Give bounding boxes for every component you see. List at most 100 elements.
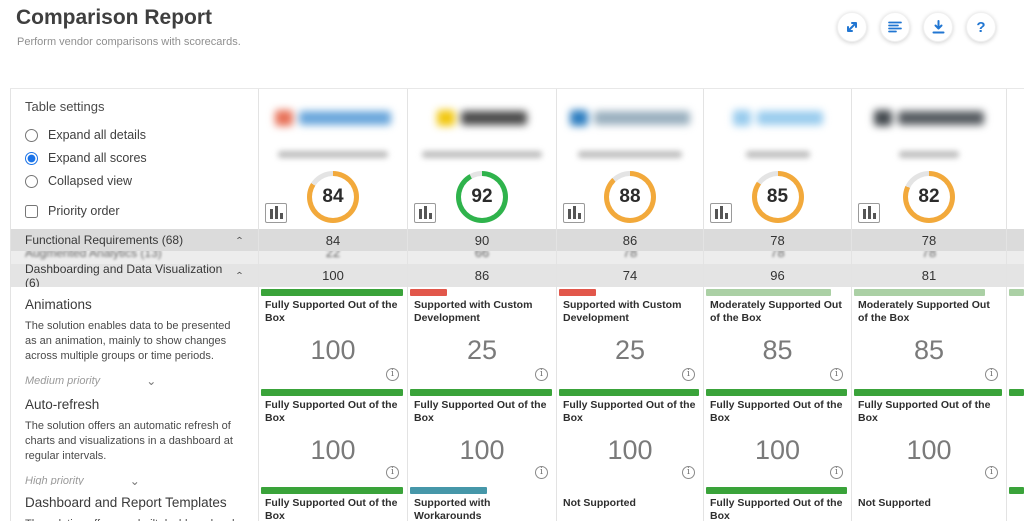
collapse-chevron-icon[interactable]: ⌃ — [234, 271, 244, 281]
info-icon[interactable]: i — [682, 368, 695, 381]
score-cell[interactable]: Supported with Custom Development 25 i — [407, 287, 556, 387]
checkbox-label: Priority order — [48, 204, 120, 218]
expand-button[interactable] — [837, 12, 867, 42]
help-button[interactable]: ? — [966, 12, 996, 42]
support-label: Fully Supported Out of the Box — [710, 497, 843, 521]
score-cell[interactable]: Not Supported — [851, 485, 1006, 521]
support-label: Not Supported — [858, 497, 931, 509]
partial-column — [1006, 89, 1024, 229]
support-bar — [261, 389, 404, 396]
info-icon[interactable]: i — [830, 368, 843, 381]
support-bar — [706, 389, 848, 396]
score-gauge: 84 — [307, 171, 359, 223]
support-bar — [706, 487, 848, 494]
section-score: 86 — [556, 229, 703, 251]
score-value: 100 — [906, 435, 952, 466]
score-value: 100 — [754, 435, 801, 466]
support-bar — [854, 389, 1002, 396]
score-gauge: 92 — [456, 171, 508, 223]
score-cell[interactable]: Fully Supported Out of the Box 100 i — [703, 387, 851, 485]
criterion-title: Animations — [25, 297, 92, 312]
score-cell[interactable]: Moderately Supported Out of the Box 85 i — [703, 287, 851, 387]
priority-dropdown[interactable]: Medium priority ⌄ — [25, 374, 244, 387]
score-value: 25 — [466, 335, 498, 366]
chevron-down-icon: ⌄ — [146, 373, 157, 387]
info-icon[interactable]: i — [985, 368, 998, 381]
info-icon[interactable]: i — [386, 466, 399, 479]
vendor-header-5: 82 — [851, 89, 1006, 229]
overall-score: 82 — [908, 176, 950, 218]
support-label: Moderately Supported Out of the Box — [710, 299, 842, 325]
score-value: 100 — [310, 335, 356, 366]
support-label: Not Supported — [563, 497, 636, 509]
score-cell[interactable]: Fully Supported Out of the Box 100 i — [258, 387, 407, 485]
score-cell[interactable]: Fully Supported Out of the Box — [703, 485, 851, 521]
section-score: 74 — [556, 264, 703, 287]
support-label: Fully Supported Out of the Box — [710, 399, 843, 425]
priority-dropdown[interactable]: High priority ⌄ — [25, 474, 244, 485]
radio-expand-all-scores[interactable]: Expand all scores — [25, 151, 258, 165]
score-cell[interactable]: Fully Supported Out of the Box 100 i — [556, 387, 703, 485]
download-button[interactable] — [923, 12, 953, 42]
score-cell[interactable]: Not Supported — [556, 485, 703, 521]
section-row-clipped[interactable]: Augmented Analytics (13) — [10, 251, 258, 264]
list-lines-icon — [888, 21, 902, 33]
radio-collapsed-view[interactable]: Collapsed view — [25, 174, 258, 188]
info-icon[interactable]: i — [830, 466, 843, 479]
score-cell[interactable]: Fully Supported Out of the Box — [258, 485, 407, 521]
checkbox-input-priority-order[interactable] — [25, 204, 38, 218]
info-icon[interactable]: i — [535, 466, 548, 479]
partial-column — [1006, 387, 1024, 485]
info-icon[interactable]: i — [682, 466, 695, 479]
section-score: 96 — [703, 264, 851, 287]
score-cell[interactable]: Fully Supported Out of the Box 100 i — [407, 387, 556, 485]
radio-expand-all-details[interactable]: Expand all details — [25, 128, 258, 142]
section-score: 66 — [407, 251, 556, 264]
partial-column — [1006, 229, 1024, 251]
info-icon[interactable]: i — [985, 466, 998, 479]
vendor-header-1: 84 — [258, 89, 407, 229]
support-bar — [559, 389, 700, 396]
support-bar — [559, 289, 596, 296]
section-score: 81 — [851, 264, 1006, 287]
support-bar — [706, 289, 831, 296]
bar-chart-icon[interactable] — [265, 203, 287, 223]
support-label: Supported with Custom Development — [414, 299, 533, 325]
vendor-header-2: 92 — [407, 89, 556, 229]
info-icon[interactable]: i — [386, 368, 399, 381]
partial-column — [1006, 485, 1024, 521]
section-score: 84 — [258, 229, 407, 251]
bar-chart-icon[interactable] — [414, 203, 436, 223]
section-label: Dashboarding and Data Visualization (6) — [25, 264, 223, 287]
vendor-header-3: 88 — [556, 89, 703, 229]
score-cell[interactable]: Fully Supported Out of the Box 100 i — [258, 287, 407, 387]
score-value: 85 — [762, 335, 793, 366]
bar-chart-icon[interactable] — [563, 203, 585, 223]
radio-input-expand-details[interactable] — [25, 128, 38, 142]
score-cell[interactable]: Supported with Workarounds — [407, 485, 556, 521]
score-value: 100 — [607, 435, 653, 466]
overall-score: 92 — [461, 176, 503, 218]
section-row-dashboarding[interactable]: Dashboarding and Data Visualization (6) … — [10, 264, 258, 287]
radio-input-expand-scores[interactable] — [25, 151, 38, 165]
bar-chart-icon[interactable] — [710, 203, 732, 223]
score-cell[interactable]: Fully Supported Out of the Box 100 i — [851, 387, 1006, 485]
collapse-chevron-icon[interactable]: ⌃ — [234, 235, 244, 246]
score-value: 25 — [614, 335, 646, 366]
radio-input-collapsed-view[interactable] — [25, 174, 38, 188]
vendor-caption-blurred — [578, 151, 682, 158]
priority-order-checkbox[interactable]: Priority order — [25, 204, 258, 218]
bar-chart-icon[interactable] — [858, 203, 880, 223]
score-cell[interactable]: Supported with Custom Development 25 i — [556, 287, 703, 387]
score-cell[interactable]: Moderately Supported Out of the Box 85 i — [851, 287, 1006, 387]
page-subtitle: Perform vendor comparisons with scorecar… — [17, 36, 241, 48]
support-label: Supported with Workarounds — [414, 497, 491, 521]
section-row-functional-requirements[interactable]: Functional Requirements (68) ⌃ — [10, 229, 258, 251]
summary-button[interactable] — [880, 12, 910, 42]
section-score: 78 — [556, 251, 703, 264]
support-bar — [410, 487, 487, 494]
info-icon[interactable]: i — [535, 368, 548, 381]
criterion-dashboard-templates: Dashboard and Report Templates The solut… — [10, 485, 258, 521]
download-icon — [932, 20, 945, 34]
